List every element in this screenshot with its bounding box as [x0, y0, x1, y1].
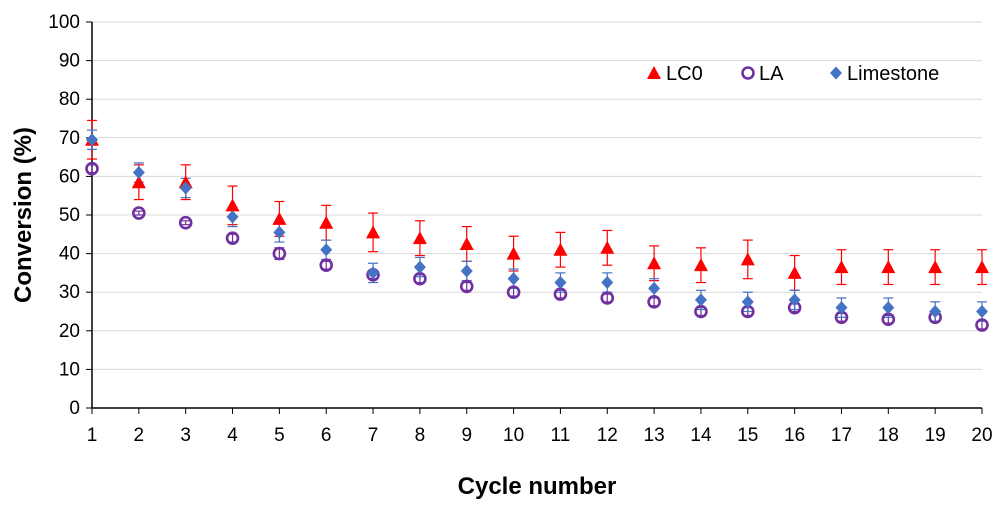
x-tick-label: 2 — [134, 425, 145, 446]
limestone-point — [601, 276, 614, 290]
y-tick-label: 90 — [59, 51, 80, 72]
limestone-legend-label: Limestone — [847, 63, 939, 85]
limestone-point — [694, 293, 707, 307]
lc0-point — [928, 260, 943, 274]
x-tick-label: 13 — [644, 425, 665, 446]
x-tick-label: 3 — [180, 425, 191, 446]
limestone-point — [741, 295, 754, 309]
lc0-legend-marker — [647, 66, 661, 79]
limestone-legend-marker — [830, 66, 842, 80]
y-tick-label: 30 — [59, 282, 80, 303]
limestone-point — [554, 276, 567, 290]
y-axis-title: Conversion (%) — [10, 127, 37, 303]
la-point — [85, 161, 99, 176]
limestone-point — [413, 260, 426, 274]
x-tick-label: 20 — [971, 425, 992, 446]
y-tick-labels: 0 10 20 30 40 50 60 70 80 90 100 — [48, 12, 92, 419]
limestone-point — [929, 305, 942, 318]
lc0-point — [881, 260, 896, 274]
limestone-point — [835, 301, 848, 315]
la-point — [225, 231, 240, 245]
y-tick-label: 70 — [59, 128, 80, 149]
lc0-point — [975, 260, 989, 274]
la-legend-marker — [741, 66, 755, 80]
x-tick-label: 4 — [227, 425, 238, 446]
x-tick-labels: 1 2 3 4 5 6 7 8 9 10 11 12 13 14 15 16 17 18 19 20 — [87, 408, 993, 446]
limestone-point — [226, 210, 239, 224]
x-tick-label: 8 — [415, 425, 426, 446]
lc0-point — [366, 225, 381, 239]
y-tick-label: 100 — [48, 12, 80, 33]
x-tick-label: 19 — [925, 425, 946, 446]
limestone-point — [320, 243, 333, 257]
limestone-point — [788, 293, 801, 307]
y-tick-label: 20 — [59, 321, 80, 342]
lc0-point — [693, 258, 708, 272]
x-tick-label: 16 — [784, 425, 805, 446]
x-tick-label: 1 — [87, 425, 98, 446]
grid-layer — [92, 21, 982, 370]
la-legend-label: LA — [759, 63, 784, 85]
limestone-point — [976, 305, 988, 318]
la-point — [272, 246, 287, 261]
limestone-point — [460, 264, 473, 278]
limestone-point — [179, 181, 192, 195]
y-tick-label: 0 — [69, 398, 80, 419]
limestone-point — [648, 281, 661, 295]
x-tick-label: 11 — [551, 425, 571, 446]
limestone-point — [86, 133, 98, 147]
error-bars — [87, 119, 987, 330]
lc0-point — [600, 240, 615, 254]
lc0-point — [740, 252, 755, 266]
data-markers — [85, 132, 989, 332]
x-axis-title: Cycle number — [458, 473, 617, 500]
x-tick-label: 7 — [368, 425, 379, 446]
limestone-point — [132, 166, 145, 180]
la-point — [975, 318, 989, 332]
lc0-point — [506, 246, 521, 260]
x-tick-label: 14 — [690, 425, 712, 446]
la-point — [459, 279, 474, 294]
x-tick-label: 6 — [321, 425, 332, 446]
limestone-point — [273, 225, 286, 239]
legend: LC0 LA Limestone — [647, 63, 939, 85]
lc0-point — [225, 198, 240, 212]
lc0-point — [787, 265, 802, 279]
y-tick-label: 10 — [59, 359, 80, 380]
la-point — [647, 295, 661, 309]
lc0-point — [834, 260, 849, 274]
x-tick-label: 18 — [878, 425, 899, 446]
x-tick-label: 12 — [597, 425, 618, 446]
lc0-point — [553, 242, 568, 256]
limestone-point — [507, 272, 520, 286]
y-tick-label: 60 — [59, 166, 80, 187]
la-point — [506, 285, 521, 300]
la-point — [600, 291, 615, 305]
la-point — [178, 215, 193, 230]
x-tick-label: 17 — [831, 425, 852, 446]
limestone-point — [367, 266, 380, 280]
x-tick-label: 15 — [737, 425, 758, 446]
lc0-point — [272, 211, 287, 225]
x-tick-label: 5 — [274, 425, 285, 446]
lc0-legend-label: LC0 — [666, 63, 703, 85]
x-tick-label: 9 — [461, 425, 472, 446]
lc0-point — [319, 215, 334, 229]
lc0-point — [459, 236, 474, 250]
y-tick-label: 50 — [59, 205, 80, 226]
lc0-point — [131, 175, 146, 189]
lc0-point — [412, 231, 427, 245]
la-point — [319, 258, 334, 272]
y-tick-label: 40 — [59, 244, 80, 265]
limestone-point — [882, 301, 895, 315]
y-tick-label: 80 — [59, 89, 80, 110]
la-point — [132, 206, 146, 220]
x-tick-label: 10 — [503, 425, 524, 446]
lc0-point — [647, 256, 662, 270]
